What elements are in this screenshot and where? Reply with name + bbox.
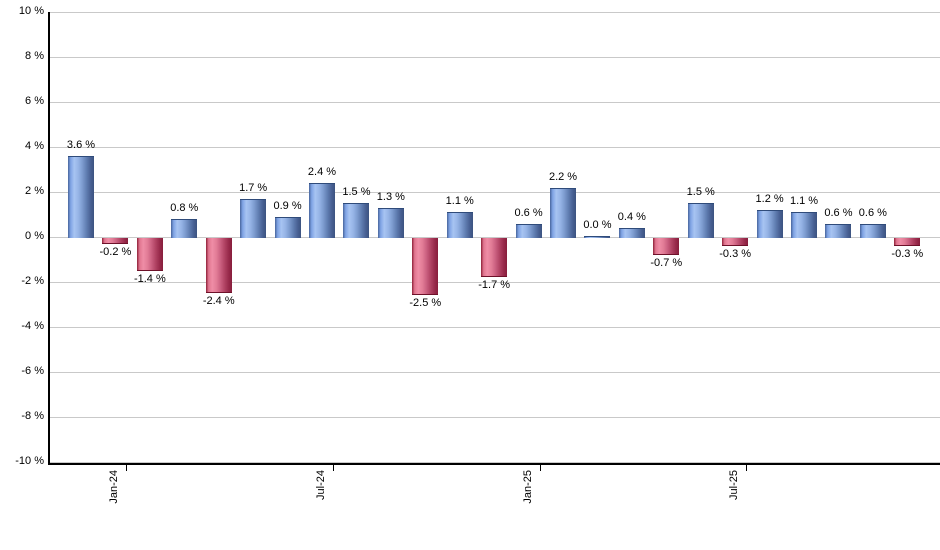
y-tick-label: -8 %: [21, 410, 44, 422]
x-tick-label: Jul-24: [315, 470, 327, 500]
bar-positive: [446, 212, 473, 238]
bar-value-label: 0.0 %: [583, 219, 612, 231]
bar-negative: [102, 238, 129, 244]
bar-value-label: 2.4 %: [307, 166, 337, 178]
bar-value-label: -0.7 %: [650, 256, 683, 269]
bar-negative: [205, 238, 232, 293]
x-axis-line: [48, 463, 940, 465]
bar-value-label: 2.2 %: [548, 170, 578, 183]
bar-value-label: 1.2 %: [755, 193, 784, 205]
bar-positive: [618, 228, 645, 238]
y-grid-line: [49, 102, 940, 103]
bar-negative: [136, 238, 163, 271]
y-grid-line: [49, 462, 940, 463]
y-grid-line: [49, 237, 940, 238]
y-grid-line: [49, 282, 940, 283]
bar-positive: [343, 203, 370, 238]
y-tick-label: 4 %: [25, 140, 44, 152]
bar-negative: [481, 238, 508, 278]
bar-value-label: 0.9 %: [273, 199, 302, 212]
bar-value-label: 1.5 %: [686, 186, 715, 199]
y-grid-line: [49, 12, 940, 13]
bar-positive: [859, 223, 886, 238]
x-tick: [333, 465, 334, 471]
y-tick-label: 10 %: [18, 5, 44, 17]
bar-value-label: -2.5 %: [409, 297, 442, 310]
bar-positive: [171, 219, 198, 238]
bar-positive: [550, 187, 577, 238]
bar-positive: [377, 207, 404, 238]
bar-positive: [584, 236, 611, 238]
bar-value-label: 1.1 %: [445, 195, 474, 208]
bar-positive: [687, 203, 714, 238]
x-tick-label: Jan-25: [521, 470, 534, 504]
y-grid-line: [49, 372, 940, 373]
bar-value-label: -2.4 %: [202, 295, 235, 307]
bar-value-label: 0.6 %: [824, 206, 853, 219]
y-grid-line: [49, 57, 940, 58]
y-tick-label: 6 %: [25, 95, 44, 107]
bar-value-label: 0.8 %: [170, 202, 199, 214]
bar-positive: [309, 183, 335, 238]
bar-positive: [515, 223, 542, 238]
bar-value-label: 0.6 %: [858, 206, 887, 219]
bar-negative: [412, 238, 439, 296]
y-tick-label: 2 %: [25, 185, 44, 197]
y-tick-label: -6 %: [21, 365, 44, 377]
bar-positive: [274, 216, 301, 238]
bar-negative: [653, 238, 680, 255]
y-grid-line: [49, 327, 940, 328]
bar-value-label: 3.6 %: [66, 139, 96, 151]
x-tick-label: Jan-24: [108, 470, 121, 504]
bar-value-label: 1.3 %: [376, 190, 405, 203]
bar-value-label: -0.2 %: [99, 245, 132, 258]
x-tick: [746, 465, 748, 471]
y-grid-line: [49, 147, 940, 148]
bar-positive: [825, 223, 852, 238]
x-tick: [539, 465, 541, 471]
x-tick-label: Jul-25: [728, 470, 741, 500]
bar-value-label: 0.4 %: [617, 211, 646, 223]
y-tick-label: -10 %: [15, 455, 44, 467]
y-axis-line: [48, 12, 50, 465]
x-tick: [126, 465, 128, 471]
bar-positive: [68, 156, 94, 238]
y-tick-label: -4 %: [21, 320, 44, 332]
y-tick-label: 8 %: [25, 50, 44, 62]
bar-value-label: 1.5 %: [342, 186, 371, 199]
bar-value-label: -0.3 %: [891, 247, 924, 260]
bar-positive: [756, 210, 783, 238]
y-grid-line: [49, 192, 940, 193]
bar-positive: [791, 212, 818, 238]
y-tick-label: -2 %: [21, 275, 44, 287]
bar-negative: [894, 238, 921, 246]
bar-value-label: -1.7 %: [478, 279, 511, 292]
y-grid-line: [49, 417, 940, 418]
bar-value-label: 1.1 %: [789, 195, 819, 208]
bar-value-label: -1.4 %: [133, 272, 166, 285]
bar-value-label: 1.7 %: [239, 181, 268, 194]
bar-positive: [240, 198, 267, 238]
bar-negative: [722, 238, 749, 246]
y-tick-label: 0 %: [25, 230, 44, 242]
bar-value-label: -0.3 %: [719, 247, 752, 260]
bar-value-label: 0.6 %: [514, 206, 543, 219]
